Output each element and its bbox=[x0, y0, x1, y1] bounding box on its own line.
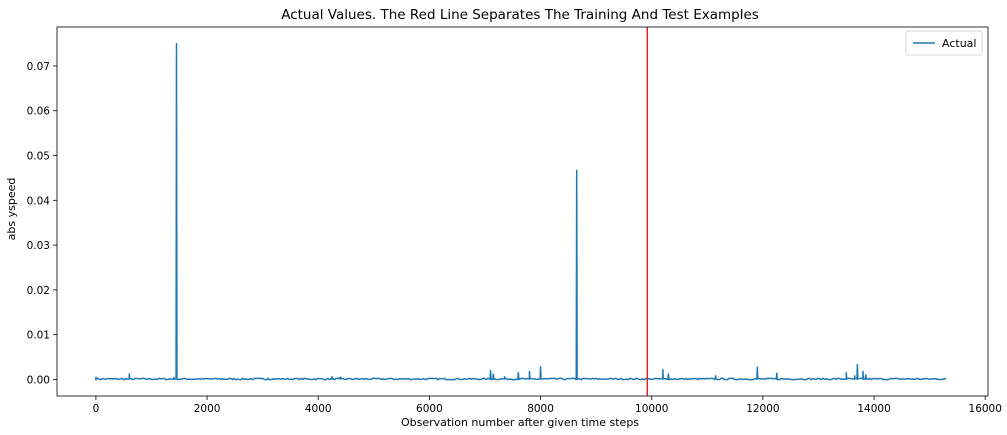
y-tick-label: 0.04 bbox=[27, 195, 51, 207]
x-tick-label: 10000 bbox=[635, 403, 668, 415]
series-line-actual bbox=[94, 42, 947, 381]
y-tick-label: 0.00 bbox=[27, 374, 50, 386]
y-tick-label: 0.01 bbox=[27, 330, 50, 342]
y-tick-label: 0.05 bbox=[27, 151, 50, 163]
y-axis-label: abs yspeed bbox=[5, 178, 18, 241]
x-tick-label: 8000 bbox=[527, 403, 554, 415]
x-tick-label: 14000 bbox=[857, 403, 890, 415]
legend-label: Actual bbox=[942, 37, 976, 50]
x-tick-label: 4000 bbox=[305, 403, 332, 415]
x-tick-label: 16000 bbox=[969, 403, 1002, 415]
y-tick-label: 0.02 bbox=[27, 285, 50, 297]
x-tick-label: 2000 bbox=[194, 403, 221, 415]
x-tick-label: 12000 bbox=[746, 403, 779, 415]
x-axis-label: Observation number after given time step… bbox=[401, 416, 639, 429]
y-tick-label: 0.03 bbox=[27, 240, 50, 252]
y-tick-label: 0.07 bbox=[27, 61, 50, 73]
axes-frame bbox=[56, 26, 989, 397]
plot-area: 0 2000 4000 6000 8000 10000 12000 14000 16000 0.0… bbox=[27, 26, 1002, 415]
x-tick-label: 6000 bbox=[416, 403, 443, 415]
legend-box bbox=[905, 30, 983, 56]
x-tick-label: 0 bbox=[93, 403, 100, 415]
chart-title: Actual Values. The Red Line Separates Th… bbox=[281, 7, 759, 23]
y-tick-label: 0.06 bbox=[27, 106, 51, 118]
